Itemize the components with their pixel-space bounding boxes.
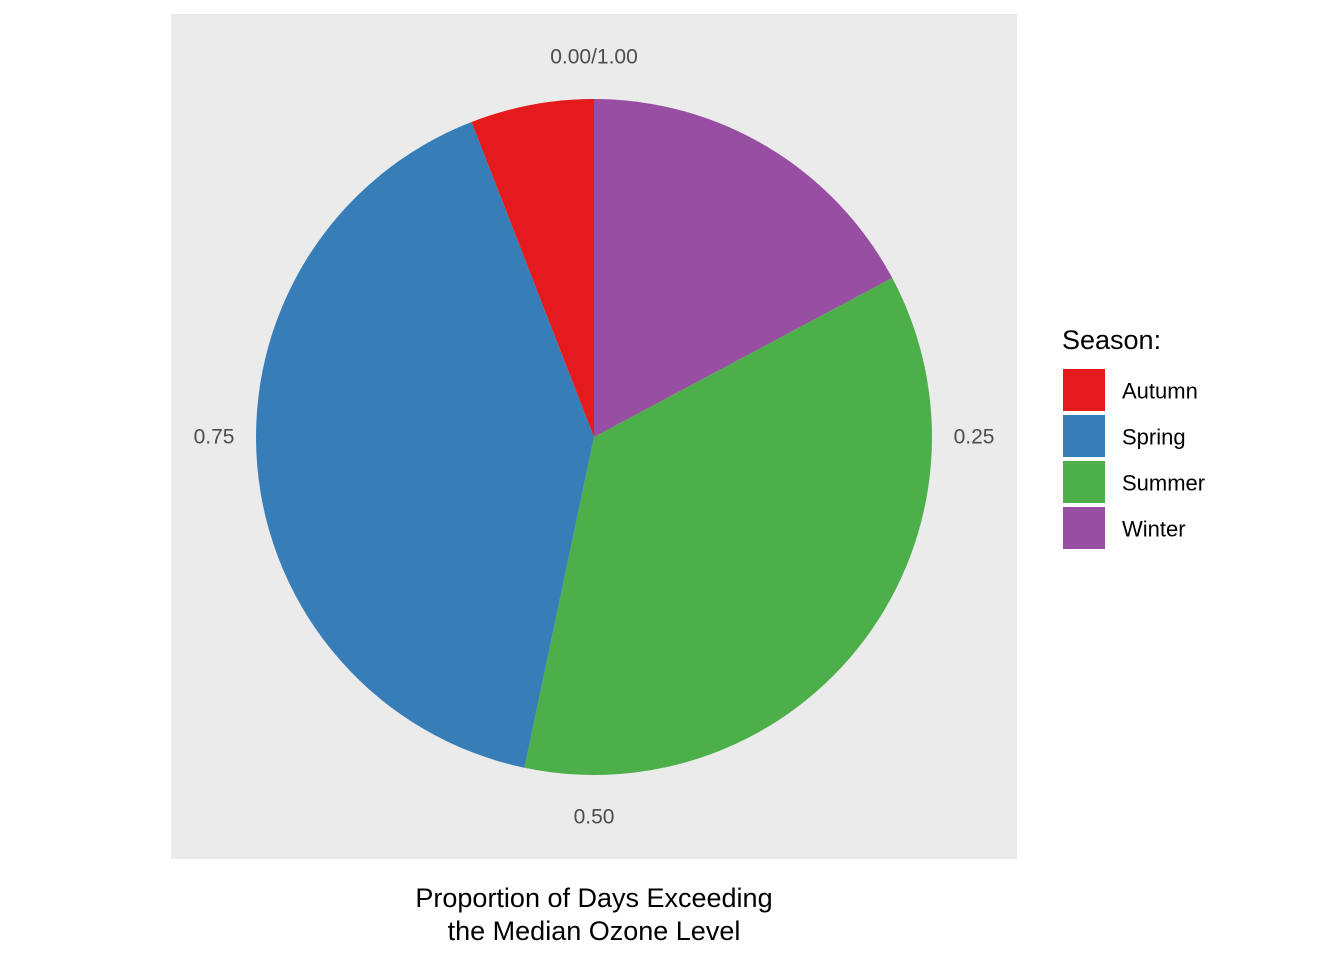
angle-tick-labels: 0.00/1.00 0.25 0.50 0.75 [194,46,995,829]
angle-tick-label: 0.75 [194,426,235,449]
pie-slice-summer [524,277,932,775]
legend-key-autumn [1061,367,1107,413]
legend: Season: Autumn Spring Summer Winter [1061,325,1205,551]
legend-key-summer [1061,459,1107,505]
legend-label-summer: Summer [1122,471,1205,496]
angle-tick-label: 0.50 [574,806,615,829]
legend-label-spring: Spring [1122,425,1186,450]
x-axis-label-line-2: the Median Ozone Level [448,916,741,946]
angle-tick-label: 0.00/1.00 [550,46,638,69]
legend-key-winter [1061,505,1107,551]
pie-slice-winter [594,99,893,437]
pie-slices [256,99,932,775]
pie-slice-spring [256,121,594,768]
pie-slice-autumn [471,99,594,437]
legend-label-winter: Winter [1122,517,1186,542]
legend-key-spring [1061,413,1107,459]
legend-label-autumn: Autumn [1122,379,1198,404]
angle-tick-label: 0.25 [954,426,995,449]
x-axis-label-line-1: Proportion of Days Exceeding [415,883,772,913]
legend-title: Season: [1062,325,1161,355]
